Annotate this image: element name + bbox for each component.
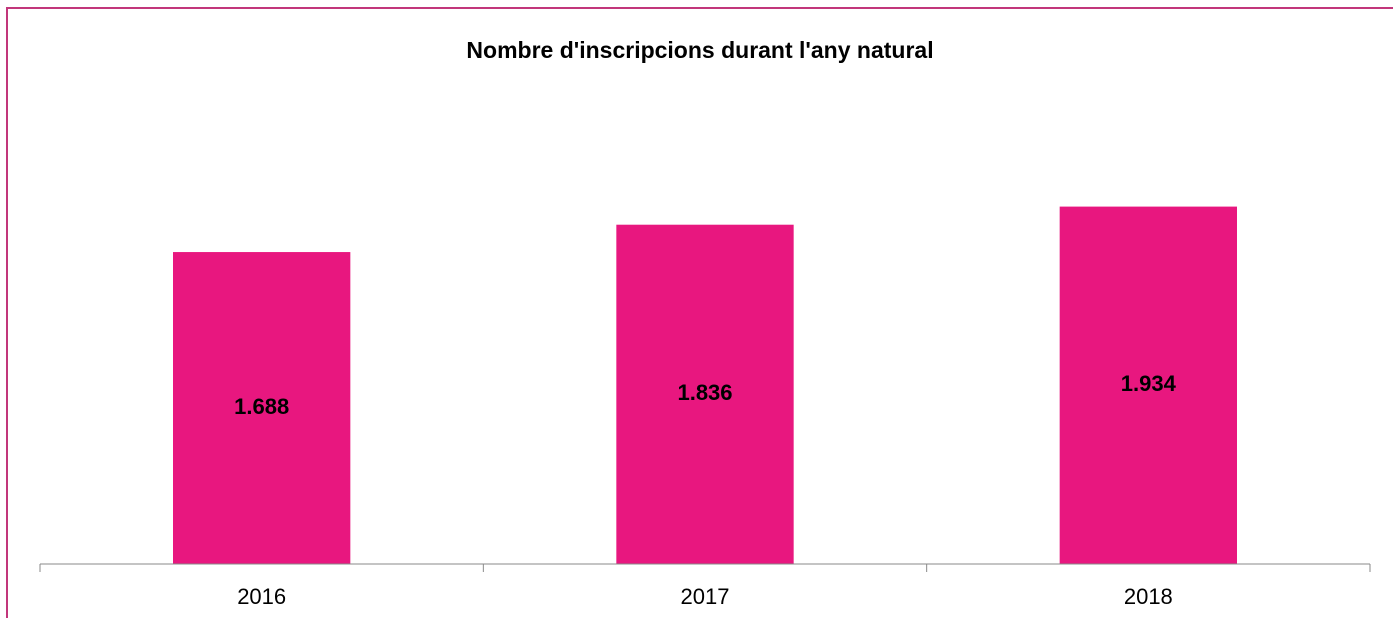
x-tick-label: 2018 bbox=[1124, 584, 1173, 609]
x-tick-label: 2016 bbox=[237, 584, 286, 609]
value-label: 1.934 bbox=[1121, 371, 1177, 396]
x-tick-label: 2017 bbox=[681, 584, 730, 609]
bar bbox=[1059, 206, 1237, 564]
chart-title: Nombre d'inscripcions durant l'any natur… bbox=[466, 37, 933, 63]
bar bbox=[616, 224, 794, 564]
chart-frame bbox=[6, 7, 1393, 618]
value-label: 1.836 bbox=[677, 380, 732, 405]
value-label: 1.688 bbox=[234, 394, 289, 419]
bar bbox=[173, 252, 351, 564]
